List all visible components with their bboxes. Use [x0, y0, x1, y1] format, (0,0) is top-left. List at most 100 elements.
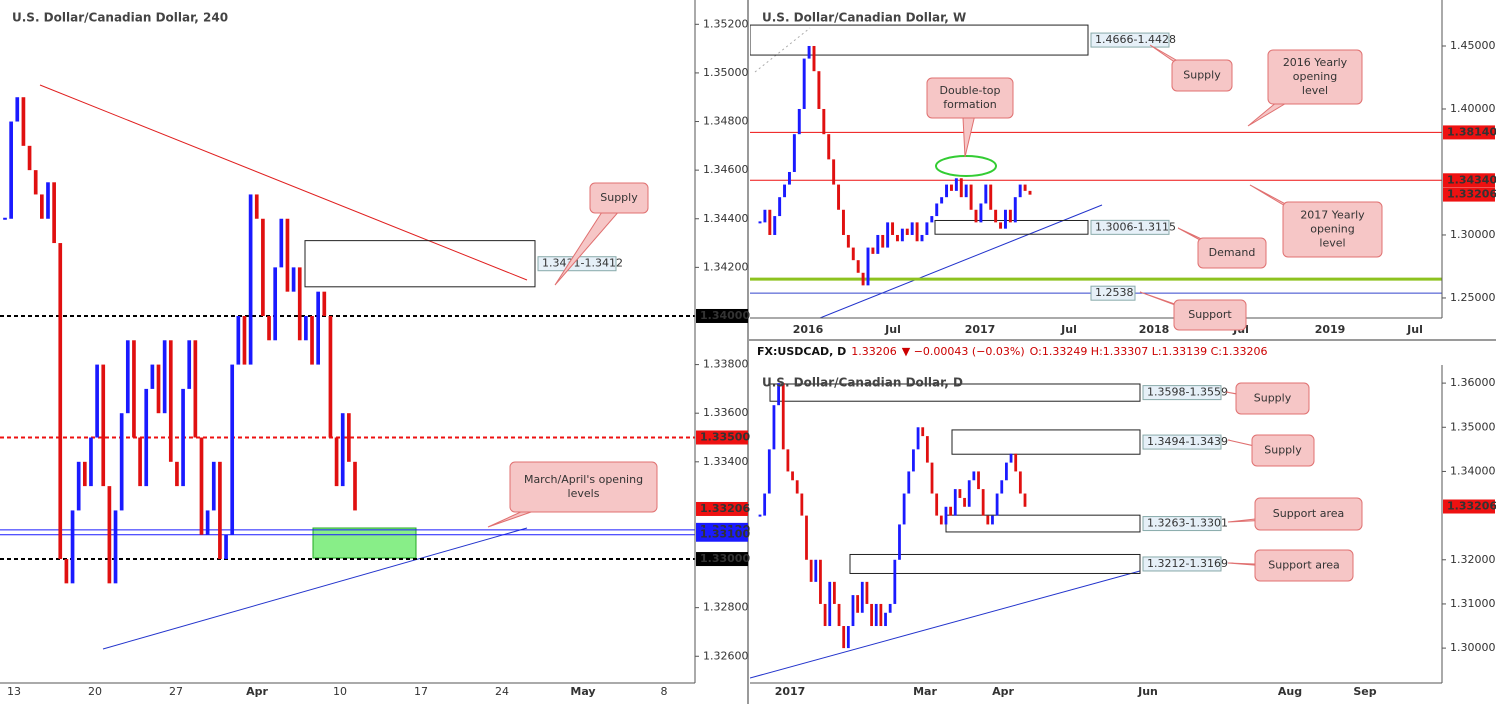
callout-text: Supply — [1264, 444, 1302, 457]
candle — [768, 209, 772, 235]
callout — [1282, 201, 1383, 258]
zone-tag: 1.3494-1.3439 — [1147, 435, 1228, 448]
callout — [1235, 382, 1310, 415]
price-tag: 1.38140 — [1447, 125, 1496, 138]
x-tick-label: 20 — [88, 685, 102, 698]
candle — [964, 184, 968, 198]
candle — [921, 427, 925, 437]
header-last: 1.33206 — [851, 345, 897, 358]
candle — [846, 626, 850, 649]
candle — [1013, 197, 1017, 223]
price-tag-bg — [696, 501, 748, 516]
y-tick-label: 1.34000 — [1450, 464, 1496, 477]
callout-text: 2017 Yearly — [1300, 209, 1365, 222]
candle — [995, 493, 999, 516]
candle — [791, 471, 794, 481]
y-tick-label: 1.34200 — [703, 260, 749, 273]
candle — [925, 436, 929, 463]
candle — [156, 364, 161, 414]
candle — [1018, 471, 1022, 494]
candle — [107, 486, 112, 584]
y-tick-label: 1.32800 — [703, 601, 749, 614]
plot — [750, 24, 1442, 294]
candle — [787, 171, 791, 185]
candle — [1003, 209, 1007, 229]
candle — [773, 216, 777, 235]
candle — [95, 364, 99, 438]
candle — [328, 315, 333, 438]
candle — [898, 524, 901, 560]
candle — [984, 184, 988, 204]
candle — [874, 603, 878, 627]
callout — [589, 182, 649, 214]
callout-text: levels — [568, 487, 600, 500]
candle — [778, 197, 782, 217]
candle — [870, 603, 873, 627]
zone-tag-bg — [1090, 32, 1170, 48]
candle — [925, 222, 929, 235]
callout-text: 2016 Yearly — [1283, 56, 1348, 69]
candle — [322, 291, 327, 316]
candle — [89, 437, 93, 487]
candle — [809, 559, 813, 582]
candle — [46, 182, 50, 219]
x-tick-label: Sep — [1353, 685, 1376, 698]
candle — [999, 222, 1003, 229]
candle — [304, 315, 308, 341]
candle — [823, 603, 827, 627]
candle — [907, 471, 911, 494]
candle — [930, 216, 934, 223]
trendline — [750, 570, 1141, 679]
candle — [70, 510, 75, 584]
y-tick-label: 1.30000 — [1450, 228, 1496, 241]
candle — [959, 178, 963, 198]
candle — [285, 218, 290, 292]
candle — [837, 184, 841, 210]
candle — [279, 218, 284, 268]
price-tag-bg — [1443, 125, 1495, 140]
y-tick-label: 1.40000 — [1450, 102, 1496, 115]
x-tick-label: 13 — [7, 685, 21, 698]
candle — [353, 461, 357, 511]
candle — [915, 222, 919, 242]
candle — [930, 462, 934, 494]
zone-tag: 1.2538 — [1095, 286, 1134, 299]
candle — [935, 493, 939, 516]
y-tick-label: 1.34400 — [703, 212, 749, 225]
y-tick-label: 1.31000 — [1450, 597, 1496, 610]
x-tick-label: 8 — [661, 685, 668, 698]
x-tick-label: Jul — [1060, 323, 1077, 336]
callout-text: March/April's opening — [524, 473, 643, 486]
ticker-header: FX:USDCAD, D 1.33206 ▼ −0.00043 (−0.03%) O:… — [757, 345, 1267, 358]
callout-text: Support — [1188, 308, 1232, 321]
candle — [861, 272, 865, 286]
callout-text: level — [1319, 237, 1345, 250]
trendline — [39, 84, 528, 281]
callout-text: level — [1302, 84, 1328, 97]
zone — [750, 24, 1089, 56]
candle — [846, 234, 850, 248]
x-tick-label: 2016 — [793, 323, 824, 336]
price-tag-bg — [1443, 187, 1495, 202]
candle — [884, 612, 887, 627]
candle — [15, 97, 20, 122]
candle — [841, 209, 845, 235]
candle — [972, 471, 976, 481]
candle — [812, 45, 816, 72]
candle — [211, 461, 216, 511]
trendline — [102, 527, 528, 650]
candle — [40, 194, 44, 219]
y-tick-label: 1.36000 — [1450, 376, 1496, 389]
header-symbol: FX:USDCAD, D — [757, 345, 846, 358]
candle — [797, 108, 801, 135]
y-tick-label: 1.45000 — [1450, 39, 1496, 52]
price-tag-bg — [1443, 499, 1495, 514]
candle — [168, 340, 173, 462]
candle — [819, 559, 822, 604]
x-tick-label: Jul — [1406, 323, 1423, 336]
trendline — [819, 204, 1103, 318]
zone — [849, 553, 1141, 574]
candle — [267, 315, 271, 341]
x-tick-label: 2017 — [965, 323, 996, 336]
callout-text: Demand — [1209, 246, 1256, 259]
